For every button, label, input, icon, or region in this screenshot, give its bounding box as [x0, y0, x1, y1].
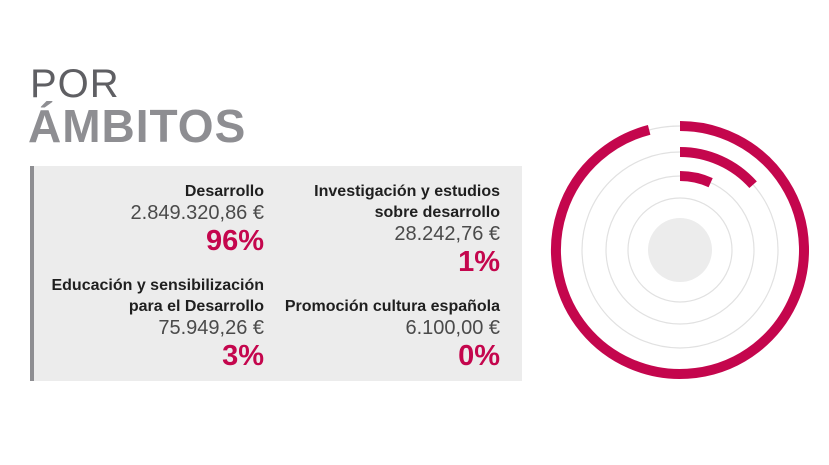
track-ring-promocion [627, 197, 733, 303]
stat-amount: 2.849.320,86 € [130, 202, 264, 224]
stats-panel: Desarrollo 2.849.320,86 € 96% Investigac… [30, 166, 522, 381]
stat-investigacion: Investigación y estudios sobre desarroll… [270, 181, 500, 279]
stat-amount: 75.949,26 € [158, 317, 264, 339]
stat-desarrollo: Desarrollo 2.849.320,86 € 96% [34, 181, 264, 258]
radial-bar-chart [551, 121, 809, 379]
stat-educacion: Educación y sensibilización para el Desa… [14, 275, 264, 373]
stat-promocion: Promoción cultura española 6.100,00 € 0% [270, 296, 500, 373]
stat-amount: 28.242,76 € [394, 223, 500, 245]
stat-label: Promoción cultura española [284, 298, 500, 315]
stat-percent: 0% [458, 340, 500, 372]
stat-percent: 3% [222, 340, 264, 372]
stat-percent: 96% [205, 225, 264, 257]
arc-desarrollo [551, 121, 809, 379]
stat-amount: 6.100,00 € [405, 317, 500, 339]
title-line-ambitos: ÁMBITOS [28, 100, 247, 152]
stat-label: Desarrollo [184, 183, 264, 200]
title-line-por: POR [30, 62, 120, 106]
stat-label: Investigación y estudios sobre desarroll… [314, 183, 500, 221]
arc-educacion [679, 147, 757, 189]
stat-label: Educación y sensibilización para el Desa… [51, 277, 264, 315]
arc-investigacion [679, 171, 713, 188]
center-disc [648, 218, 712, 282]
stat-percent: 1% [458, 246, 500, 278]
